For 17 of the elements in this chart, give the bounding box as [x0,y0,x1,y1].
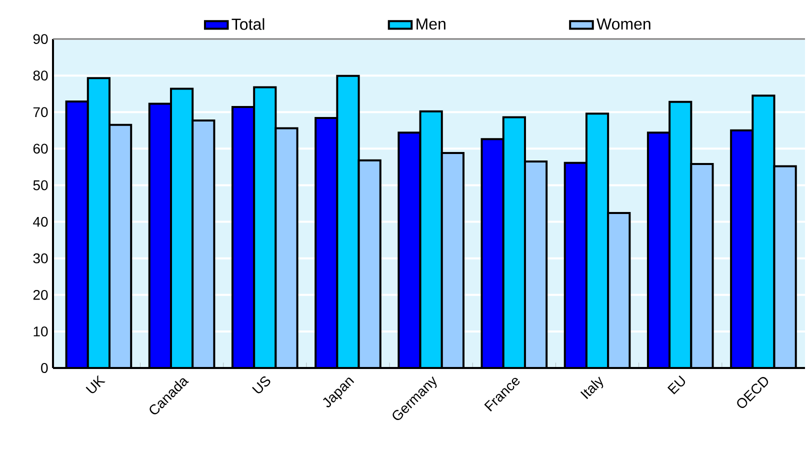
y-tick-label: 70 [33,107,48,118]
x-tick-label: US [252,376,270,394]
y-tick-label: 30 [33,253,48,264]
y-tick-label: 60 [33,144,48,154]
y-tick-label: 50 [33,180,48,190]
y-tick-label: 80 [33,70,48,81]
legend-label: Men [416,18,446,30]
x-tick-label: UK [86,375,106,394]
y-tick-label: 0 [41,363,48,373]
y-tick-label: 10 [34,326,48,336]
x-tick-label: EU [667,375,686,394]
y-tick-label: 20 [33,290,48,300]
legend-label: Women [596,18,650,30]
y-tick-label: 90 [33,34,48,44]
x-tick-label: Italy [580,376,604,400]
y-tick-label: 40 [33,216,48,227]
legend-label: Total [232,18,264,30]
